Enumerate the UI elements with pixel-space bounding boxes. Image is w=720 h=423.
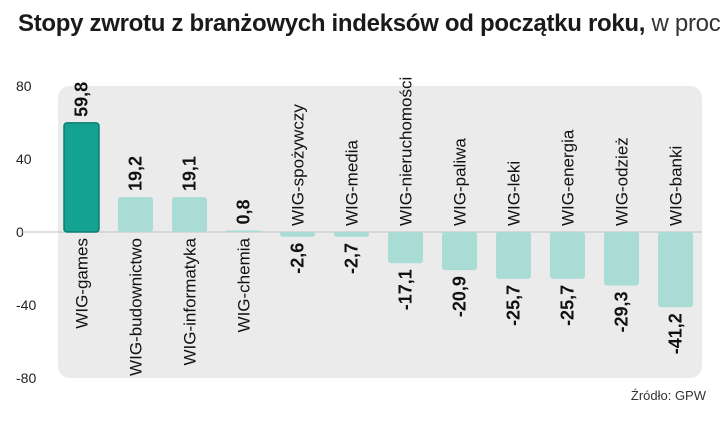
bar — [118, 196, 153, 232]
category-label: WIG-budownictwo — [127, 238, 146, 376]
category-label: WIG-banki — [667, 146, 686, 226]
category-label: WIG-nieruchomości — [397, 77, 416, 226]
value-label: 19,2 — [126, 156, 146, 191]
chart-title-main: Stopy zwrotu z branżowych indeksów od po… — [18, 10, 646, 37]
category-label: WIG-media — [343, 140, 362, 227]
value-label: -17,1 — [396, 269, 416, 310]
value-label: 0,8 — [234, 200, 254, 225]
value-label: 59,8 — [72, 82, 92, 117]
bar — [442, 232, 477, 271]
chart-title: Stopy zwrotu z branżowych indeksów od po… — [18, 10, 720, 38]
chart-title-unit: w proc. — [651, 10, 720, 37]
value-label: -29,3 — [612, 291, 632, 332]
y-tick-label: -40 — [16, 297, 36, 313]
bar — [226, 230, 261, 232]
category-label: WIG-games — [73, 238, 92, 329]
category-label: WIG-odzież — [613, 137, 632, 226]
value-label: -2,6 — [288, 243, 308, 274]
bar — [496, 232, 531, 279]
value-label: -25,7 — [558, 285, 578, 326]
bar — [388, 232, 423, 264]
category-label: WIG-paliwa — [451, 138, 470, 226]
y-tick-label: 40 — [16, 151, 32, 167]
bar — [334, 232, 369, 237]
category-label: WIG-energia — [559, 129, 578, 226]
category-label: WIG-informatyka — [181, 237, 200, 365]
bar — [604, 232, 639, 286]
bar — [63, 122, 100, 233]
y-tick-label: 80 — [16, 78, 32, 94]
value-label: -20,9 — [450, 276, 470, 317]
source-note: Źródło: GPW — [630, 388, 706, 403]
value-label: 19,1 — [180, 156, 200, 191]
y-tick-label: -80 — [16, 370, 36, 386]
category-label: WIG-spożywczy — [289, 104, 308, 226]
bar — [172, 197, 207, 232]
category-label: WIG-chemia — [235, 237, 254, 332]
category-label: WIG-leki — [505, 161, 524, 226]
bar — [550, 232, 585, 279]
bar — [280, 232, 315, 237]
value-label: -25,7 — [504, 285, 524, 326]
bar — [658, 232, 693, 308]
value-label: -41,2 — [666, 313, 686, 354]
value-label: -2,7 — [342, 243, 362, 274]
